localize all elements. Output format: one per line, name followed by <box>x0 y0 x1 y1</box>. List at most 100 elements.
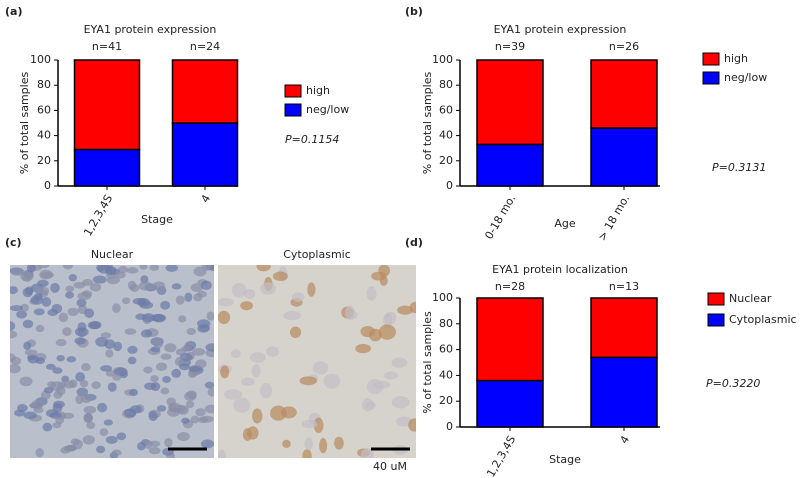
cell <box>45 409 58 418</box>
cell <box>150 313 165 322</box>
legend-swatch <box>707 313 725 327</box>
cell <box>105 436 118 444</box>
cell <box>204 404 214 414</box>
cell <box>156 362 168 371</box>
cell <box>129 405 142 414</box>
y-axis-label: % of total samples <box>421 311 434 414</box>
bar-segment <box>476 143 544 187</box>
panel-label: (a) <box>5 5 22 18</box>
legend-label: high <box>724 52 748 65</box>
cell <box>181 417 190 424</box>
cell <box>218 310 231 325</box>
y-tick-label: 60 <box>37 103 51 116</box>
legend-label: neg/low <box>306 103 349 116</box>
x-tick-label: > 18 mo. <box>595 193 632 244</box>
y-tick-label: 80 <box>439 78 453 91</box>
cell <box>185 400 195 409</box>
cell <box>60 447 71 454</box>
cell <box>312 361 329 375</box>
y-tick-label: 100 <box>432 291 453 304</box>
x-tick-label: 0-18 mo. <box>482 193 518 242</box>
cell <box>233 397 251 413</box>
cell <box>53 400 65 409</box>
cell <box>207 387 214 397</box>
cell <box>307 282 316 297</box>
cell <box>240 301 254 311</box>
cell <box>56 354 65 362</box>
cell <box>289 326 302 339</box>
cell <box>361 398 374 412</box>
cell <box>241 377 255 386</box>
cell <box>251 364 261 378</box>
cell <box>149 440 161 447</box>
cell <box>156 405 167 412</box>
cell <box>138 281 153 291</box>
chart-title: EYA1 protein expression <box>84 23 217 36</box>
cell <box>201 265 213 271</box>
cell <box>391 357 408 368</box>
p-value: P=0.3220 <box>706 377 760 390</box>
cell <box>152 281 166 291</box>
cell <box>118 265 129 274</box>
cell <box>82 435 95 445</box>
x-axis-label: Age <box>554 217 576 230</box>
cell <box>27 355 40 364</box>
cell <box>160 300 171 310</box>
cell <box>66 356 77 363</box>
cell <box>33 308 45 316</box>
x-tick-label: 4 <box>198 193 213 206</box>
cell <box>127 345 138 354</box>
cell <box>323 373 341 389</box>
cell <box>190 283 203 292</box>
cell <box>67 307 79 316</box>
n-label: n=41 <box>92 40 122 53</box>
cell <box>175 295 185 305</box>
cell <box>360 325 375 338</box>
cell <box>96 445 106 454</box>
cell <box>283 310 301 321</box>
cell <box>63 380 75 389</box>
cell <box>195 408 206 417</box>
cell <box>408 418 416 432</box>
cell <box>127 356 137 365</box>
cell <box>113 341 123 352</box>
cell <box>73 281 86 289</box>
cell <box>50 282 60 293</box>
legend-swatch <box>707 292 725 306</box>
cell <box>272 271 288 282</box>
p-value: P=0.3131 <box>712 161 766 174</box>
legend-swatch <box>284 103 302 117</box>
cell <box>80 395 92 404</box>
cell <box>10 286 18 295</box>
cell <box>23 341 32 350</box>
cell <box>160 353 172 360</box>
cell <box>84 308 95 319</box>
cell <box>192 347 206 356</box>
cell <box>41 297 52 307</box>
cell <box>75 394 84 405</box>
cell <box>150 375 159 383</box>
cell <box>103 265 113 272</box>
cell <box>58 312 69 323</box>
cell <box>74 337 86 345</box>
cell <box>34 292 43 301</box>
bar-segment <box>171 122 239 187</box>
cell <box>99 428 109 437</box>
cell <box>200 280 212 291</box>
cell <box>231 282 247 298</box>
y-tick-label: 100 <box>30 53 51 66</box>
cell <box>269 405 287 421</box>
y-tick-label: 20 <box>439 394 453 407</box>
bar-segment <box>73 59 141 151</box>
cell <box>220 365 230 379</box>
scale-label: 40 uM <box>373 460 407 473</box>
cell <box>10 330 18 339</box>
cell <box>148 446 161 455</box>
cell <box>86 421 96 429</box>
y-tick-label: 0 <box>446 420 453 433</box>
cell <box>246 426 259 440</box>
cell <box>35 448 44 458</box>
cell <box>22 319 34 329</box>
cell <box>165 265 179 272</box>
cell <box>178 315 187 323</box>
